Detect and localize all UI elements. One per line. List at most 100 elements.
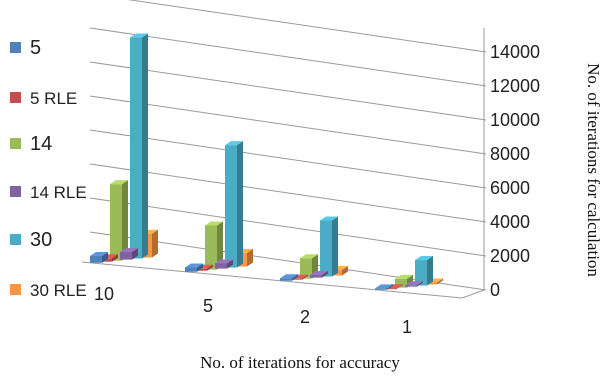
bar-top	[205, 221, 223, 226]
bar	[130, 33, 148, 259]
legend: 5 5 RLE 14 14 RLE 30 30 RLE	[10, 37, 87, 300]
y-tick-labels: 0 2000 4000 6000 8000 10000 12000 14000	[490, 42, 540, 300]
x-tick-label: 5	[203, 296, 213, 316]
bar-top	[405, 281, 423, 286]
bar-top	[375, 284, 393, 289]
bar-front	[225, 145, 237, 268]
bar-top	[280, 274, 298, 279]
legend-swatch	[10, 92, 21, 103]
bar-top	[185, 263, 203, 268]
bar-side	[437, 278, 443, 285]
bar-front	[280, 278, 292, 281]
bar-front	[215, 263, 227, 269]
y-tick-label: 2000	[490, 246, 530, 266]
bar-side	[387, 284, 393, 290]
gridline	[89, 163, 487, 223]
bar-side	[427, 256, 433, 286]
bar-side	[122, 180, 128, 261]
bars	[90, 33, 443, 290]
bar-front	[415, 260, 427, 286]
bar	[205, 221, 223, 270]
legend-label: 30	[30, 229, 52, 251]
bar	[375, 284, 393, 290]
gridlines	[81, 0, 487, 299]
legend-label: 14 RLE	[30, 183, 87, 202]
bar-front	[205, 225, 217, 270]
legend-swatch	[10, 42, 21, 53]
bar-side	[207, 264, 213, 271]
bar-front	[300, 258, 312, 279]
y-tick-label: 0	[490, 280, 500, 300]
bar-top	[225, 141, 243, 146]
bar-top	[300, 254, 318, 259]
x-tick-label: 2	[300, 307, 310, 327]
bar-side	[417, 281, 423, 287]
bar-side	[247, 248, 253, 267]
bar	[215, 259, 233, 269]
bar	[185, 263, 203, 272]
bar-top	[130, 33, 148, 38]
bar-top	[320, 216, 338, 221]
gridline	[89, 27, 487, 87]
y-tick-label: 10000	[490, 110, 540, 130]
bar-top	[120, 247, 138, 252]
gridline	[127, 0, 487, 53]
bar-side	[302, 274, 308, 280]
bar	[225, 141, 243, 268]
bar-front	[90, 255, 102, 263]
y-tick-label: 14000	[490, 42, 540, 62]
legend-item: 5	[10, 37, 41, 59]
x-tick-labels: 10 5 2 1	[94, 284, 412, 337]
legend-item: 30	[10, 229, 52, 251]
bar-top	[90, 251, 108, 256]
legend-item: 30 RLE	[10, 281, 87, 300]
bar-side	[342, 266, 348, 276]
floor-edge	[461, 289, 485, 299]
x-tick-label: 1	[402, 317, 412, 337]
bar-front	[130, 37, 142, 259]
bar-top	[310, 271, 328, 276]
bar-side	[227, 259, 233, 269]
x-axis-title: No. of iterations for accuracy	[200, 353, 400, 372]
bar-front	[385, 288, 397, 290]
legend-label: 14	[30, 133, 52, 155]
gridline	[89, 95, 487, 155]
gridline	[89, 197, 487, 257]
bar-side	[197, 263, 203, 272]
bar-front	[290, 278, 302, 280]
legend-label: 30 RLE	[30, 281, 87, 300]
bar-side	[332, 216, 338, 277]
legend-swatch	[10, 284, 21, 295]
legend-label: 5 RLE	[30, 89, 77, 108]
x-tick-label: 10	[94, 284, 114, 304]
legend-item: 14 RLE	[10, 183, 87, 202]
legend-swatch	[10, 186, 21, 197]
y-tick-label: 12000	[490, 76, 540, 96]
y-axis-title: No. of iterations for calculation	[584, 63, 603, 277]
bar	[320, 216, 338, 277]
legend-label: 5	[30, 37, 41, 59]
bar-side	[237, 141, 243, 268]
bar	[310, 271, 328, 278]
bar-side	[322, 271, 328, 278]
legend-item: 5 RLE	[10, 89, 77, 108]
bar	[120, 247, 138, 260]
bar-front	[110, 184, 122, 261]
bar	[110, 180, 128, 261]
bar-top	[215, 259, 233, 264]
y-tick-label: 4000	[490, 212, 530, 232]
bar	[415, 256, 433, 286]
bar-front	[405, 285, 417, 287]
bar-front	[310, 275, 322, 278]
bar	[405, 281, 423, 287]
bar-side	[397, 284, 403, 289]
bar-front	[425, 282, 437, 285]
bar-side	[102, 251, 108, 263]
bar-side	[292, 274, 298, 281]
bar-front	[375, 288, 387, 290]
bar-front	[120, 251, 132, 260]
bar	[90, 251, 108, 263]
bar-side	[217, 221, 223, 270]
legend-item: 14	[10, 133, 52, 155]
